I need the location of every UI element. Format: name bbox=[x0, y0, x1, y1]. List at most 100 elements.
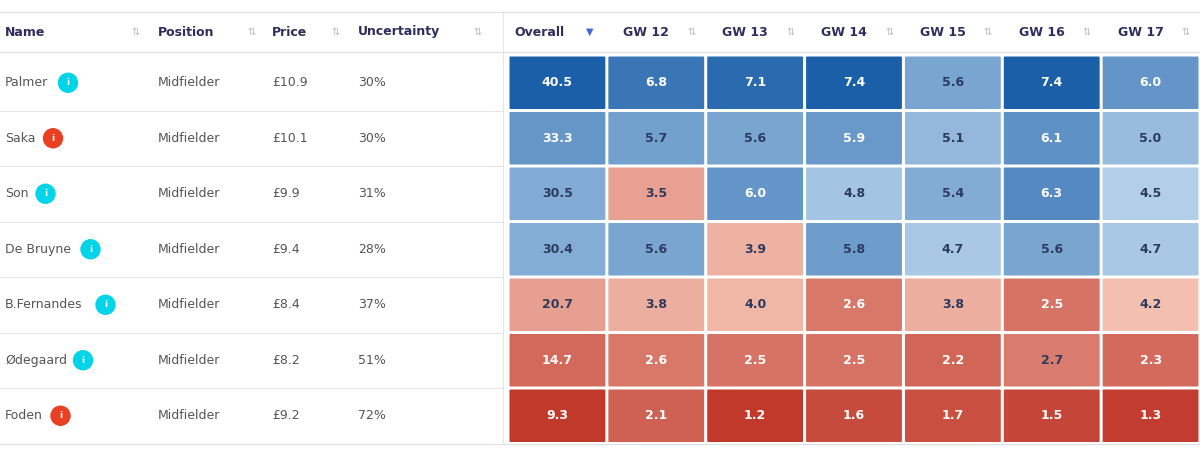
FancyBboxPatch shape bbox=[1103, 223, 1199, 275]
FancyBboxPatch shape bbox=[707, 223, 803, 275]
FancyBboxPatch shape bbox=[1003, 334, 1099, 387]
Text: GW 14: GW 14 bbox=[821, 26, 866, 39]
Text: 6.1: 6.1 bbox=[1040, 132, 1063, 145]
FancyBboxPatch shape bbox=[905, 167, 1001, 220]
FancyBboxPatch shape bbox=[1003, 223, 1099, 275]
FancyBboxPatch shape bbox=[1103, 57, 1199, 109]
Text: 9.3: 9.3 bbox=[546, 409, 569, 422]
FancyBboxPatch shape bbox=[608, 57, 704, 109]
Text: ⇅: ⇅ bbox=[688, 27, 695, 37]
Text: 5.4: 5.4 bbox=[942, 187, 964, 200]
Text: 5.6: 5.6 bbox=[744, 132, 767, 145]
Text: 2.5: 2.5 bbox=[1040, 298, 1063, 311]
Text: £8.2: £8.2 bbox=[272, 354, 300, 367]
Text: 31%: 31% bbox=[358, 187, 385, 200]
FancyBboxPatch shape bbox=[806, 334, 902, 387]
Text: £10.1: £10.1 bbox=[272, 132, 307, 145]
Text: 1.6: 1.6 bbox=[842, 409, 865, 422]
FancyBboxPatch shape bbox=[806, 112, 902, 165]
Text: 30%: 30% bbox=[358, 76, 386, 89]
Text: ⇅: ⇅ bbox=[474, 27, 482, 37]
FancyBboxPatch shape bbox=[806, 390, 902, 442]
Text: 30.4: 30.4 bbox=[542, 243, 572, 256]
FancyBboxPatch shape bbox=[1003, 279, 1099, 331]
Text: 4.5: 4.5 bbox=[1140, 187, 1162, 200]
Text: B.Fernandes: B.Fernandes bbox=[5, 298, 83, 311]
FancyBboxPatch shape bbox=[905, 334, 1001, 387]
Text: De Bruyne: De Bruyne bbox=[5, 243, 71, 256]
Text: ⇅: ⇅ bbox=[984, 27, 992, 37]
Text: ⇅: ⇅ bbox=[1082, 27, 1091, 37]
FancyBboxPatch shape bbox=[608, 167, 704, 220]
Text: 4.2: 4.2 bbox=[1140, 298, 1162, 311]
FancyBboxPatch shape bbox=[707, 390, 803, 442]
Text: 2.5: 2.5 bbox=[842, 354, 865, 367]
FancyBboxPatch shape bbox=[1003, 167, 1099, 220]
Text: Midfielder: Midfielder bbox=[158, 76, 221, 89]
Text: 3.8: 3.8 bbox=[646, 298, 667, 311]
Text: 3.9: 3.9 bbox=[744, 243, 766, 256]
FancyBboxPatch shape bbox=[1103, 112, 1199, 165]
FancyBboxPatch shape bbox=[905, 57, 1001, 109]
FancyBboxPatch shape bbox=[1103, 390, 1199, 442]
FancyBboxPatch shape bbox=[707, 334, 803, 387]
FancyBboxPatch shape bbox=[905, 223, 1001, 275]
Text: 3.8: 3.8 bbox=[942, 298, 964, 311]
FancyBboxPatch shape bbox=[707, 57, 803, 109]
Text: 6.0: 6.0 bbox=[744, 187, 767, 200]
Text: 5.1: 5.1 bbox=[942, 132, 964, 145]
Text: 3.5: 3.5 bbox=[646, 187, 667, 200]
FancyBboxPatch shape bbox=[905, 390, 1001, 442]
Text: GW 17: GW 17 bbox=[1117, 26, 1164, 39]
Text: 4.7: 4.7 bbox=[1140, 243, 1162, 256]
Circle shape bbox=[50, 406, 70, 425]
FancyBboxPatch shape bbox=[510, 279, 605, 331]
Text: i: i bbox=[82, 356, 84, 365]
Text: 37%: 37% bbox=[358, 298, 386, 311]
FancyBboxPatch shape bbox=[608, 223, 704, 275]
Text: 1.7: 1.7 bbox=[942, 409, 964, 422]
FancyBboxPatch shape bbox=[707, 167, 803, 220]
Circle shape bbox=[43, 129, 62, 148]
FancyBboxPatch shape bbox=[707, 279, 803, 331]
Text: 51%: 51% bbox=[358, 354, 386, 367]
Text: ⇅: ⇅ bbox=[1182, 27, 1189, 37]
FancyBboxPatch shape bbox=[1003, 112, 1099, 165]
Text: Uncertainty: Uncertainty bbox=[358, 26, 440, 39]
Text: ⇅: ⇅ bbox=[786, 27, 794, 37]
Text: 5.6: 5.6 bbox=[1040, 243, 1063, 256]
FancyBboxPatch shape bbox=[608, 279, 704, 331]
Text: £8.4: £8.4 bbox=[272, 298, 300, 311]
Text: £10.9: £10.9 bbox=[272, 76, 307, 89]
FancyBboxPatch shape bbox=[1103, 167, 1199, 220]
Text: Ødegaard: Ødegaard bbox=[5, 354, 67, 367]
Text: Midfielder: Midfielder bbox=[158, 132, 221, 145]
Text: Midfielder: Midfielder bbox=[158, 243, 221, 256]
Text: i: i bbox=[59, 411, 62, 420]
FancyBboxPatch shape bbox=[905, 279, 1001, 331]
FancyBboxPatch shape bbox=[806, 223, 902, 275]
Text: 5.8: 5.8 bbox=[842, 243, 865, 256]
Circle shape bbox=[96, 295, 115, 314]
Text: 4.7: 4.7 bbox=[942, 243, 964, 256]
Text: 5.9: 5.9 bbox=[842, 132, 865, 145]
FancyBboxPatch shape bbox=[1003, 57, 1099, 109]
Text: Price: Price bbox=[272, 26, 307, 39]
Text: 2.6: 2.6 bbox=[646, 354, 667, 367]
Text: Midfielder: Midfielder bbox=[158, 298, 221, 311]
Circle shape bbox=[82, 240, 100, 259]
Text: 72%: 72% bbox=[358, 409, 386, 422]
Text: 5.6: 5.6 bbox=[942, 76, 964, 89]
Text: GW 12: GW 12 bbox=[623, 26, 670, 39]
Text: ▼: ▼ bbox=[586, 27, 593, 37]
FancyBboxPatch shape bbox=[1103, 334, 1199, 387]
Text: £9.9: £9.9 bbox=[272, 187, 300, 200]
FancyBboxPatch shape bbox=[608, 390, 704, 442]
Text: i: i bbox=[52, 134, 54, 143]
Text: 2.7: 2.7 bbox=[1040, 354, 1063, 367]
Text: ⇅: ⇅ bbox=[331, 27, 340, 37]
Text: 40.5: 40.5 bbox=[542, 76, 572, 89]
FancyBboxPatch shape bbox=[510, 334, 605, 387]
FancyBboxPatch shape bbox=[806, 279, 902, 331]
Text: Midfielder: Midfielder bbox=[158, 187, 221, 200]
